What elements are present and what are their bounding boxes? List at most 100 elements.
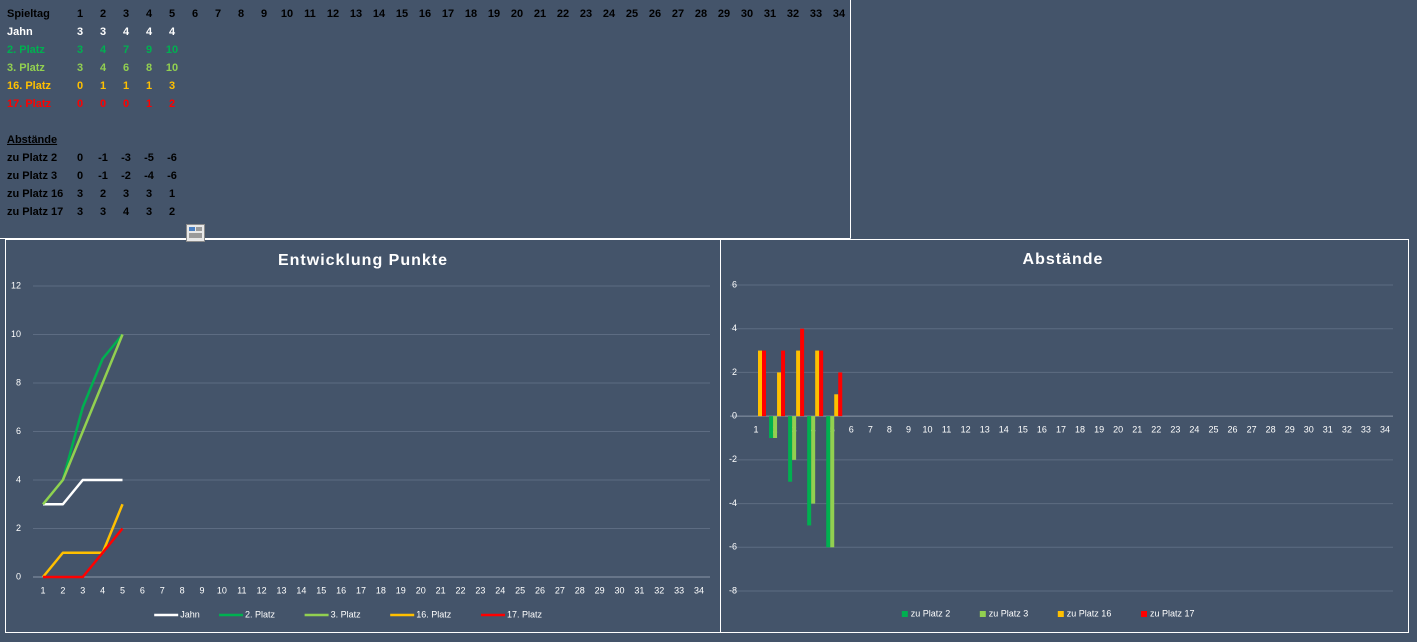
row-label: 16. Platz xyxy=(7,80,52,92)
x-tick-label: 22 xyxy=(1151,425,1161,435)
cell: 3 xyxy=(123,188,129,200)
cell: 13 xyxy=(350,8,362,20)
row-label: 3. Platz xyxy=(7,62,45,74)
x-tick-label: 14 xyxy=(999,425,1009,435)
cell: 25 xyxy=(626,8,638,20)
cell: 3 xyxy=(77,188,83,200)
x-tick-label: 16 xyxy=(1037,425,1047,435)
y-tick-label: -2 xyxy=(729,454,737,464)
legend-label: zu Platz 2 xyxy=(911,608,951,618)
bar xyxy=(777,372,782,417)
bar xyxy=(815,350,820,417)
bar xyxy=(769,416,774,438)
cell: 26 xyxy=(649,8,661,20)
x-tick-label: 17 xyxy=(356,585,366,595)
x-tick-label: 19 xyxy=(396,585,406,595)
x-tick-label: 6 xyxy=(849,425,854,435)
section-title: Abstände xyxy=(7,134,57,146)
row-label: zu Platz 17 xyxy=(7,206,63,218)
legend-swatch xyxy=(901,611,908,617)
cell: 0 xyxy=(100,98,106,110)
legend-label: zu Platz 17 xyxy=(1150,608,1195,618)
cell: 1 xyxy=(146,80,152,92)
legend-label: 16. Platz xyxy=(416,609,452,619)
x-tick-label: 24 xyxy=(1189,425,1199,435)
row-label: 17. Platz xyxy=(7,98,52,110)
cell: 0 xyxy=(77,152,83,164)
y-tick-label: -4 xyxy=(729,498,737,508)
cell: 3 xyxy=(123,8,129,20)
cell: 30 xyxy=(741,8,753,20)
x-tick-label: 31 xyxy=(634,585,644,595)
cell: 0 xyxy=(77,98,83,110)
cell: 4 xyxy=(100,62,107,74)
x-tick-label: 8 xyxy=(180,585,185,595)
y-tick-label: 4 xyxy=(732,323,737,333)
bar xyxy=(796,350,801,417)
cell: 29 xyxy=(718,8,730,20)
x-tick-label: 26 xyxy=(1228,425,1238,435)
row-label: zu Platz 16 xyxy=(7,188,63,200)
quick-layout-icon[interactable] xyxy=(186,224,205,242)
legend-swatch xyxy=(1057,611,1064,617)
cell: 19 xyxy=(488,8,500,20)
x-tick-label: 25 xyxy=(515,585,525,595)
cell: 3 xyxy=(146,188,152,200)
cell: 7 xyxy=(215,8,221,20)
x-tick-label: 18 xyxy=(376,585,386,595)
x-tick-label: 28 xyxy=(575,585,585,595)
x-tick-label: 21 xyxy=(1132,425,1142,435)
x-tick-label: 19 xyxy=(1094,425,1104,435)
y-tick-label: -6 xyxy=(729,542,737,552)
chart-frame xyxy=(720,239,1409,633)
x-tick-label: 26 xyxy=(535,585,545,595)
row-label: zu Platz 3 xyxy=(7,170,57,182)
cell: 3 xyxy=(100,206,106,218)
cell: 34 xyxy=(833,8,846,20)
y-tick-label: 4 xyxy=(16,474,21,484)
y-tick-label: 12 xyxy=(11,280,21,290)
bar xyxy=(788,416,793,482)
cell: 1 xyxy=(77,8,83,20)
y-tick-label: 2 xyxy=(732,367,737,377)
cell: 1 xyxy=(169,188,175,200)
x-tick-label: 1 xyxy=(753,425,758,435)
bar xyxy=(807,416,812,526)
cell: 12 xyxy=(327,8,339,20)
x-tick-label: 18 xyxy=(1075,425,1085,435)
chart-title: Abstände xyxy=(1023,251,1104,268)
cell: 0 xyxy=(77,80,83,92)
cell: 3 xyxy=(77,206,83,218)
cell: 3 xyxy=(77,44,83,56)
cell: 23 xyxy=(580,8,592,20)
x-tick-label: 31 xyxy=(1323,425,1333,435)
y-tick-label: 8 xyxy=(16,377,21,387)
cell: 16 xyxy=(419,8,431,20)
cell: 22 xyxy=(557,8,569,20)
x-tick-label: 30 xyxy=(614,585,624,595)
legend-label: zu Platz 3 xyxy=(989,608,1029,618)
bar xyxy=(758,350,762,417)
x-tick-label: 13 xyxy=(980,425,990,435)
cell: 3 xyxy=(77,26,83,38)
series-line xyxy=(43,527,124,579)
x-tick-label: 10 xyxy=(217,585,227,595)
cell: 11 xyxy=(304,8,316,20)
cell: 17 xyxy=(442,8,454,20)
x-tick-label: 12 xyxy=(961,425,971,435)
cell: 5 xyxy=(169,8,175,20)
x-tick-label: 13 xyxy=(277,585,287,595)
bar xyxy=(819,350,824,417)
legend-label: 17. Platz xyxy=(507,609,543,619)
cell: 4 xyxy=(146,26,153,38)
x-tick-label: 16 xyxy=(336,585,346,595)
cell: 3 xyxy=(77,62,83,74)
x-tick-label: 9 xyxy=(200,585,205,595)
cell: 18 xyxy=(465,8,477,20)
cell: 21 xyxy=(534,8,546,20)
x-tick-label: 22 xyxy=(455,585,465,595)
cell: 4 xyxy=(169,26,176,38)
cell: 15 xyxy=(396,8,408,20)
x-tick-label: 32 xyxy=(1342,425,1352,435)
